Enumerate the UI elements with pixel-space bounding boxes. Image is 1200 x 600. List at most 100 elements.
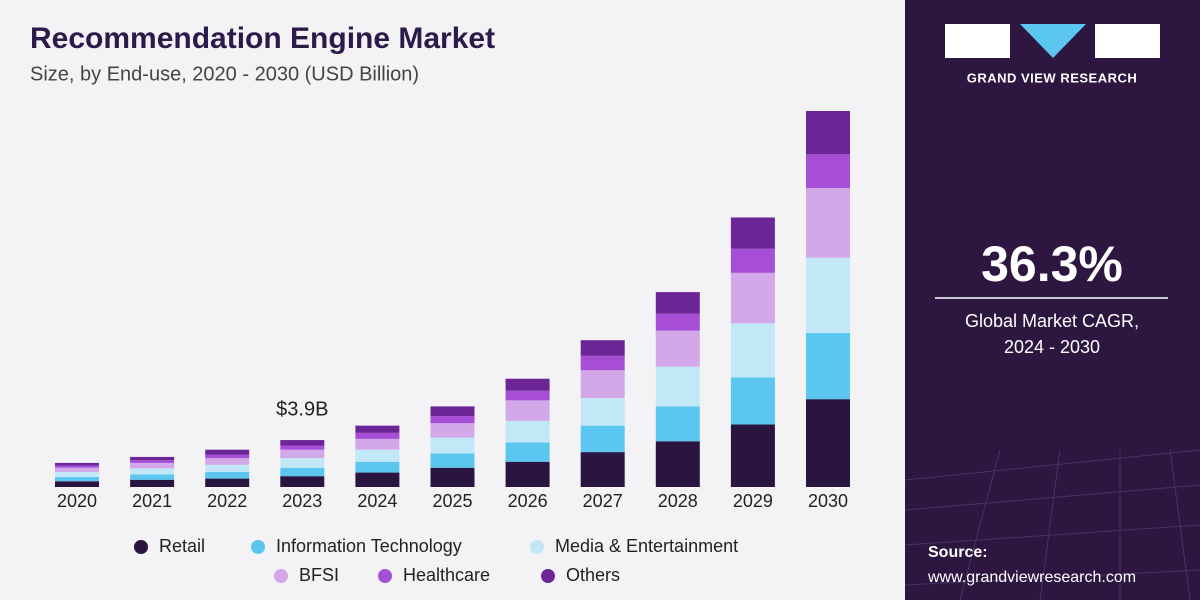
bar-segment: [355, 461, 400, 473]
bar-segment: [55, 481, 99, 487]
bar-segment: [205, 478, 250, 487]
bar-segment: [806, 154, 850, 189]
x-tick-label: 2026: [508, 491, 548, 511]
brand: GRAND VIEW RESEARCH: [967, 70, 1138, 85]
x-tick-label: 2029: [733, 491, 773, 511]
bar-segment: [130, 468, 175, 475]
bar-segment: [730, 424, 775, 487]
bar-segment: [730, 323, 775, 378]
bar-segment: [355, 425, 400, 433]
legend-marker: [274, 569, 288, 583]
bar-segment: [430, 437, 475, 454]
legend-marker: [134, 540, 148, 554]
cagr-caption: 2024 - 2030: [1004, 337, 1100, 357]
bar-segment: [280, 440, 325, 446]
bar-segment: [730, 377, 775, 425]
bar-segment: [806, 399, 850, 487]
bar-segment: [580, 425, 625, 453]
legend-marker: [378, 569, 392, 583]
bar-segment: [280, 476, 325, 487]
x-tick-label: 2021: [132, 491, 172, 511]
logo-block: [1095, 24, 1160, 58]
bar-segment: [205, 454, 250, 459]
sidebar-background: [905, 0, 1200, 600]
x-tick-label: 2030: [808, 491, 848, 511]
bar-segment: [430, 416, 475, 424]
bar-segment: [730, 248, 775, 273]
bar-segment: [205, 458, 250, 465]
bar-segment: [580, 355, 625, 371]
bar-segment: [280, 458, 325, 468]
cagr-value: 36.3%: [981, 236, 1123, 292]
bar-segment: [55, 476, 99, 482]
bar-segment: [355, 438, 400, 450]
source-url: www.grandviewresearch.com: [927, 569, 1136, 586]
bar-segment: [55, 465, 99, 468]
bar-segment: [505, 420, 550, 443]
bar-segment: [505, 400, 550, 421]
logo-block: [945, 24, 1010, 58]
legend-label: Others: [566, 565, 620, 585]
bar-segment: [130, 479, 175, 487]
bar-segment: [280, 449, 325, 459]
cagr-caption: Global Market CAGR,: [965, 311, 1139, 331]
bar-segment: [505, 461, 550, 487]
x-tick-label: 2025: [432, 491, 472, 511]
bar-segment: [806, 188, 850, 258]
bar-segment: [655, 330, 700, 367]
sidebar-grid-decoration: [904, 449, 1200, 600]
legend-marker: [251, 540, 265, 554]
legend-label: Retail: [159, 536, 205, 556]
bar-segment: [280, 445, 325, 450]
bar-segment: [430, 406, 475, 417]
bar-segment: [580, 340, 625, 356]
bar-segment: [55, 462, 99, 466]
bar-segment: [580, 452, 625, 487]
source-label: Source:: [928, 544, 988, 561]
bar-segment: [130, 456, 175, 461]
bar-segment: [130, 460, 175, 463]
bar-segment: [55, 467, 99, 473]
bar-segment: [505, 390, 550, 401]
bar-segment: [355, 432, 400, 439]
bar-segment: [205, 464, 250, 472]
bar-segment: [55, 472, 99, 477]
bar-segment: [430, 467, 475, 487]
bar-segment: [130, 474, 175, 480]
x-tick-label: 2027: [583, 491, 623, 511]
legend-label: BFSI: [299, 565, 339, 585]
legend-marker: [530, 540, 544, 554]
bar-segment: [130, 462, 175, 469]
bar-segment: [655, 406, 700, 442]
chart-subtitle: Size, by End-use, 2020 - 2030 (USD Billi…: [30, 63, 419, 85]
bar-segment: [505, 378, 550, 391]
annotation: $3.9B: [276, 398, 328, 420]
x-tick-label: 2024: [357, 491, 397, 511]
bar-segment: [580, 370, 625, 398]
x-tick-label: 2020: [57, 491, 97, 511]
bar-segment: [730, 272, 775, 324]
bar-segment: [730, 217, 775, 249]
bar-segment: [806, 257, 850, 333]
legend-label: Information Technology: [276, 536, 462, 556]
bar-segment: [580, 397, 625, 426]
logo-triangle: [1020, 24, 1086, 58]
legend-marker: [541, 569, 555, 583]
bar-segment: [430, 453, 475, 468]
bar-segment: [205, 449, 250, 455]
bar-segment: [806, 332, 850, 400]
x-tick-label: 2028: [658, 491, 698, 511]
bar-segment: [355, 472, 400, 487]
bar-segment: [355, 449, 400, 462]
bar-segment: [655, 292, 700, 314]
legend-label: Healthcare: [403, 565, 490, 585]
bar-segment: [280, 467, 325, 477]
bar-segment: [430, 423, 475, 438]
bar-segment: [205, 471, 250, 479]
bar-segment: [806, 111, 850, 155]
bar-segment: [655, 366, 700, 407]
legend-label: Media & Entertainment: [555, 536, 738, 556]
chart-title: Recommendation Engine Market: [30, 22, 495, 55]
x-tick-label: 2022: [207, 491, 247, 511]
